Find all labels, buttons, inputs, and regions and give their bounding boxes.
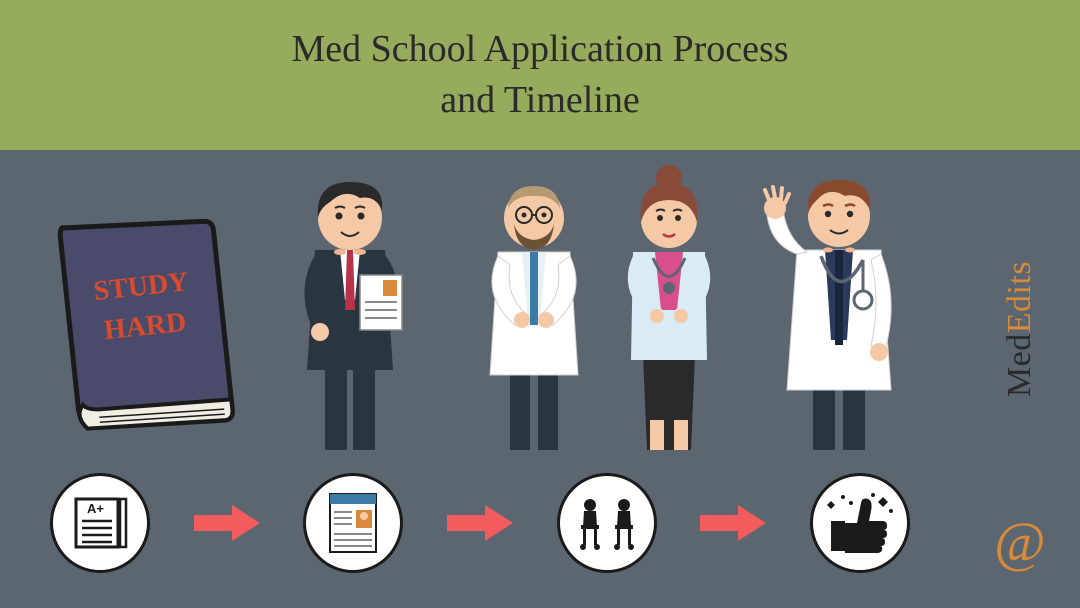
step-grades: A+ — [50, 473, 150, 573]
resume-icon — [324, 490, 382, 556]
applicant-illustration — [260, 160, 440, 450]
thumbs-up-icon — [825, 491, 895, 555]
header-band: Med School Application Process and Timel… — [0, 0, 1080, 150]
report-card-icon: A+ — [70, 493, 130, 553]
arrow-right-icon — [698, 503, 768, 543]
logo-edits: Edits — [1001, 261, 1038, 333]
step-application — [303, 473, 403, 573]
flow-arrow-1 — [150, 503, 303, 543]
step-interview — [557, 473, 657, 573]
doctor-illustration — [740, 160, 940, 450]
book-icon: STUDY HARD — [45, 200, 245, 450]
logo-med: Med — [1001, 333, 1038, 397]
logo-text: MedEdits — [1001, 261, 1039, 397]
interviewers-icon — [450, 160, 730, 450]
brand-logo: MedEdits Medical Admissions @ — [980, 170, 1060, 550]
book-illustration: STUDY HARD — [40, 200, 250, 450]
flow-arrow-3 — [657, 503, 810, 543]
title-line-1: Med School Application Process — [291, 28, 788, 70]
interview-icon — [573, 495, 641, 551]
applicant-icon — [265, 160, 435, 450]
flow-arrow-2 — [403, 503, 556, 543]
process-flow: A+ — [50, 468, 910, 578]
interviewers-illustration — [450, 160, 730, 450]
page-title: Med School Application Process and Timel… — [291, 24, 788, 127]
arrow-right-icon — [445, 503, 515, 543]
doctor-icon — [745, 160, 935, 450]
arrow-right-icon — [192, 503, 262, 543]
illustration-row: STUDY HARD — [40, 160, 940, 450]
step-acceptance — [810, 473, 910, 573]
infographic-page: Med School Application Process and Timel… — [0, 0, 1080, 608]
at-sign-icon: @ — [994, 511, 1046, 575]
grade-text: A+ — [87, 501, 104, 516]
body-area: STUDY HARD — [0, 150, 1080, 608]
title-line-2: and Timeline — [440, 79, 640, 121]
